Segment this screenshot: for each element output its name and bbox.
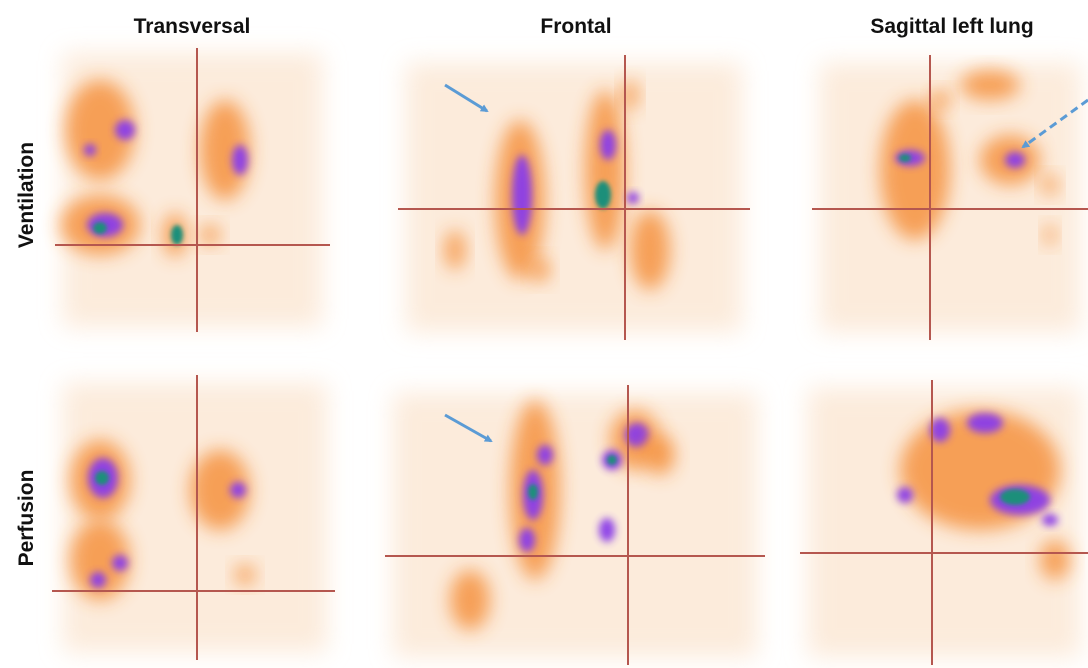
activity-spot — [1000, 489, 1030, 505]
activity-spot — [1042, 514, 1058, 526]
activity-spot — [530, 258, 550, 282]
activity-spot — [112, 555, 128, 571]
activity-spot — [967, 413, 1003, 433]
activity-spot — [115, 120, 135, 140]
activity-spot — [93, 222, 107, 234]
arrow — [444, 83, 489, 113]
activity-spot — [95, 471, 109, 485]
activity-spot — [171, 225, 183, 245]
activity-spot — [645, 435, 675, 475]
activity-spot — [880, 100, 950, 240]
activity-spot — [90, 572, 106, 588]
activity-spot — [630, 210, 670, 290]
scan-image — [55, 48, 330, 332]
activity-spot — [445, 230, 465, 270]
activity-spot — [1040, 540, 1070, 580]
scan-image — [52, 375, 335, 660]
arrows — [444, 83, 1088, 443]
column-headers: Transversal Frontal Sagittal left lung — [134, 15, 1034, 38]
activity-spot — [450, 570, 490, 630]
activity-spot — [607, 455, 617, 465]
activity-spot — [930, 418, 950, 442]
scan-background — [406, 63, 742, 332]
activity-spot — [1042, 175, 1058, 195]
activity-spot — [1005, 152, 1025, 168]
row-label: Perfusion — [15, 470, 38, 567]
activity-spot — [190, 450, 250, 530]
dashed-arrow — [1021, 98, 1088, 149]
scan-image — [398, 55, 750, 340]
row-labels: Ventilation Perfusion — [15, 142, 38, 567]
activity-spot — [200, 225, 220, 245]
column-header: Sagittal left lung — [870, 15, 1033, 38]
activity-spot — [519, 528, 535, 552]
activity-spot — [897, 487, 913, 503]
activity-spot — [235, 565, 255, 585]
activity-spot — [960, 70, 1020, 100]
activity-spot — [595, 181, 611, 209]
arrow — [444, 413, 493, 443]
column-header: Frontal — [540, 15, 611, 38]
scan-image — [812, 55, 1088, 340]
activity-spot — [1044, 225, 1056, 245]
activity-spot — [930, 90, 950, 110]
activity-spot — [232, 145, 248, 175]
activity-spot — [585, 90, 625, 250]
activity-spot — [84, 144, 96, 156]
activity-spot — [600, 130, 616, 160]
activity-spot — [70, 520, 130, 600]
scan-image — [385, 385, 765, 665]
row-label: Ventilation — [15, 142, 38, 248]
activity-spot — [230, 482, 246, 498]
activity-spot — [899, 154, 911, 162]
activity-spot — [65, 80, 135, 180]
column-header: Transversal — [134, 15, 251, 38]
activity-spot — [537, 445, 553, 465]
activity-spot — [200, 100, 250, 200]
activity-spot — [528, 484, 538, 500]
scan-image — [800, 380, 1088, 665]
activity-spot — [625, 423, 649, 447]
scan-panels — [52, 48, 1088, 665]
scan-background — [820, 63, 1080, 332]
activity-spot — [512, 155, 532, 235]
scan-background — [393, 393, 757, 657]
activity-spot — [599, 518, 615, 542]
activity-spot — [627, 192, 639, 204]
